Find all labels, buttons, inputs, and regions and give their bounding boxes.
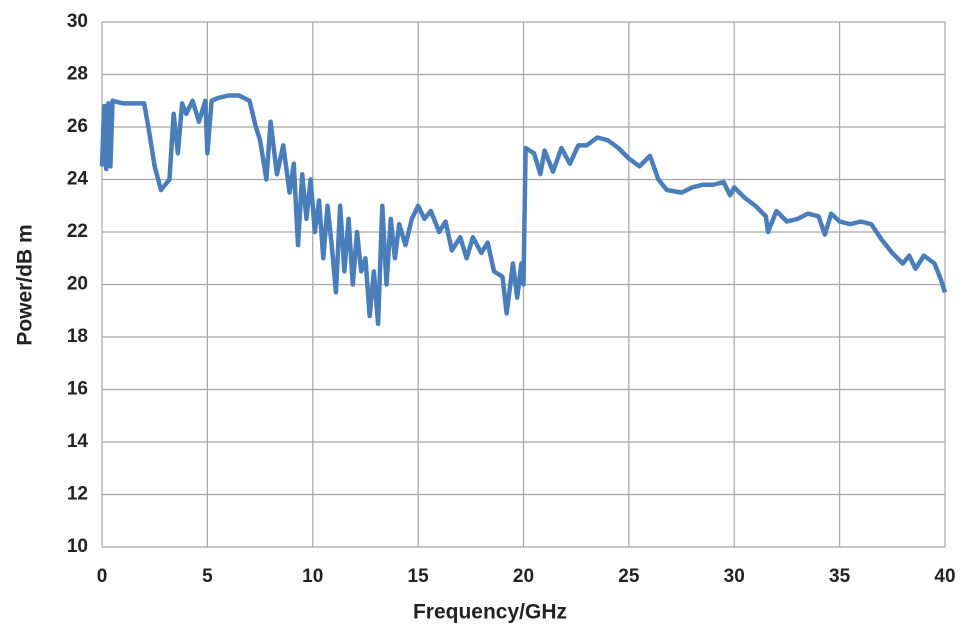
y-tick-label: 14 <box>67 431 89 452</box>
x-tick-label: 25 <box>618 566 640 587</box>
x-tick-label: 10 <box>302 566 323 587</box>
y-tick-label: 10 <box>67 536 88 557</box>
y-axis-title: Power/dB m <box>14 224 37 345</box>
x-tick-label: 5 <box>202 566 213 587</box>
y-tick-label: 30 <box>67 11 88 32</box>
data-line <box>99 93 948 327</box>
y-tick-label: 24 <box>67 169 89 190</box>
x-axis-title: Frequency/GHz <box>413 601 567 624</box>
x-tick-label: 15 <box>408 566 430 587</box>
x-tick-label: 0 <box>97 566 108 587</box>
x-tick-label: 35 <box>829 566 851 587</box>
y-tick-label: 20 <box>67 274 88 295</box>
x-tick-label: 20 <box>513 566 534 587</box>
y-tick-label: 22 <box>67 221 88 242</box>
y-tick-label: 26 <box>67 116 88 137</box>
y-tick-label: 28 <box>67 64 88 85</box>
x-tick-label: 30 <box>724 566 745 587</box>
y-tick-label: 18 <box>67 326 88 347</box>
y-tick-label: 16 <box>67 379 88 400</box>
y-tick-label: 12 <box>67 484 88 505</box>
x-tick-label: 40 <box>934 566 955 587</box>
